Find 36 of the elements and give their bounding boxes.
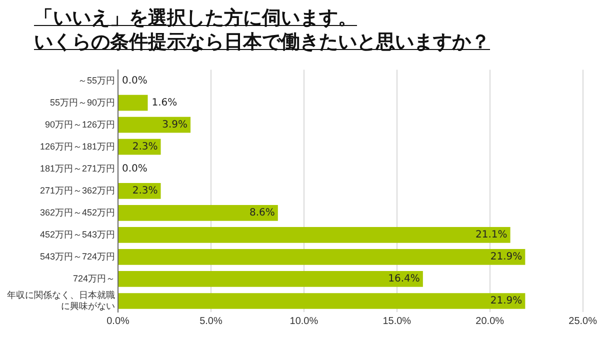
bar	[118, 271, 423, 287]
data-label: 21.9%	[490, 296, 522, 307]
bar	[118, 249, 526, 265]
y-tick-label: 181万円～271万円	[40, 163, 115, 174]
y-tick-label: 55万円～90万円	[50, 97, 115, 108]
y-tick-label: 271万円～362万円	[40, 185, 115, 196]
data-label: 1.6%	[152, 97, 178, 108]
y-tick-label: 126万円～181万円	[40, 141, 115, 152]
x-tick-label: 20.0%	[476, 316, 504, 327]
y-tick-label: 543万円～724万円	[40, 251, 115, 262]
data-label: 2.3%	[132, 141, 158, 152]
data-label: 2.3%	[132, 185, 158, 196]
bar	[118, 94, 148, 111]
data-label: 0.0%	[122, 75, 148, 86]
data-label: 16.4%	[388, 274, 420, 285]
data-label: 0.0%	[122, 163, 148, 174]
x-tick-label: 25.0%	[568, 316, 598, 327]
y-tick-label: 90万円～126万円	[44, 119, 115, 130]
data-label: 21.1%	[476, 230, 508, 241]
bar	[118, 293, 526, 309]
x-tick-label: 5.0%	[200, 316, 222, 327]
y-tick-label: ～55万円	[78, 75, 115, 86]
data-label: 21.9%	[490, 252, 522, 263]
data-label: 3.9%	[162, 119, 188, 130]
x-tick-label: 10.0%	[290, 316, 318, 327]
x-tick-label: 0.0%	[106, 316, 130, 327]
bar	[118, 204, 278, 221]
y-tick-label: 362万円～452万円	[40, 207, 115, 218]
chart-title: 「いいえ」を選択した方に伺います。いくらの条件提示なら日本で働きたいと思いますか？	[34, 7, 490, 53]
y-tick-label: 年収に関係なく、日本就職に興味がない	[7, 290, 115, 311]
y-tick-label: 724万円～	[72, 273, 115, 284]
bar	[118, 116, 191, 133]
x-tick-label: 15.0%	[382, 316, 412, 327]
y-tick-label: 452万円～543万円	[40, 229, 115, 240]
bar	[118, 227, 510, 243]
data-label: 8.6%	[249, 208, 275, 219]
